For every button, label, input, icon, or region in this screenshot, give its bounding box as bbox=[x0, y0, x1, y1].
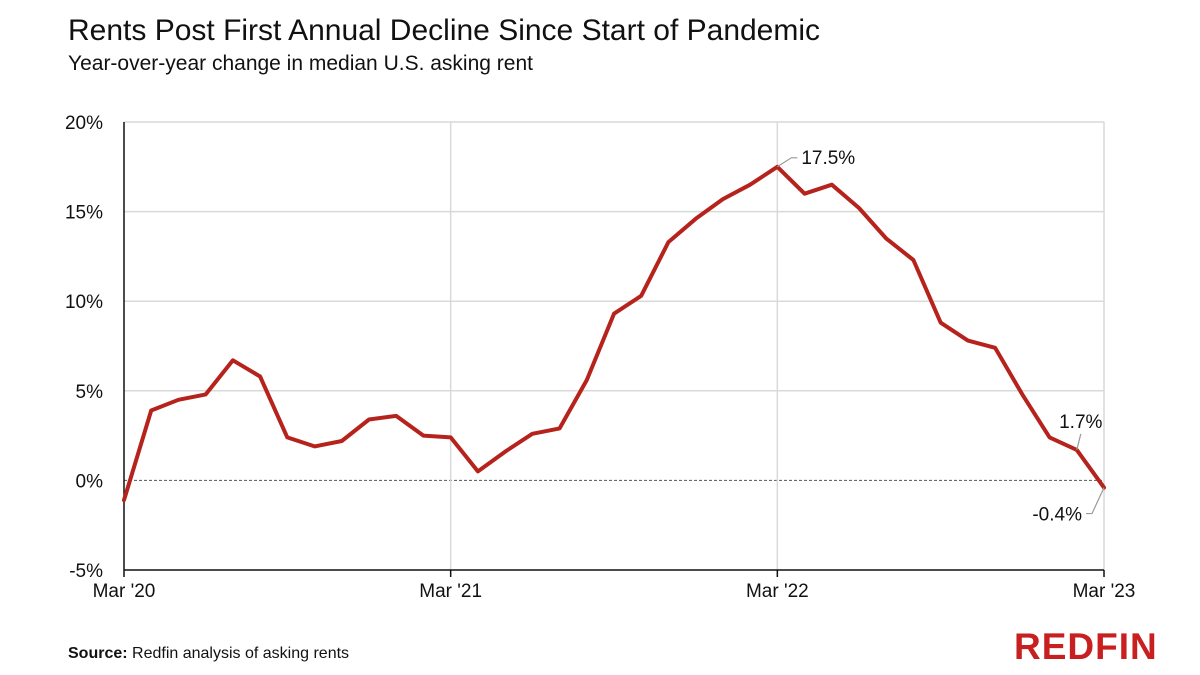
annotation-layer: 17.5% 1.7% -0.4% bbox=[777, 148, 1105, 526]
annotation-label: -0.4% bbox=[1032, 505, 1082, 526]
series-layer bbox=[122, 164, 1106, 503]
y-tick-label: 5% bbox=[76, 382, 104, 403]
y-tick-label: 15% bbox=[65, 203, 103, 224]
redfin-logo: REDFIN bbox=[1014, 626, 1158, 667]
x-tick-label: Mar '22 bbox=[746, 581, 809, 602]
grid-layer bbox=[124, 121, 1105, 570]
x-tick-label: Mar '21 bbox=[419, 581, 482, 602]
source-label: Source: bbox=[68, 645, 128, 662]
y-tick-label: 10% bbox=[65, 292, 103, 313]
x-tick-label: Mar '23 bbox=[1073, 581, 1136, 602]
annotation-leader bbox=[1076, 433, 1082, 451]
annotation-label: 17.5% bbox=[801, 148, 855, 169]
x-tick-label: Mar '20 bbox=[93, 581, 156, 602]
series-line bbox=[122, 164, 1106, 503]
source-text: Redfin analysis of asking rents bbox=[132, 645, 350, 662]
chart-title: Rents Post First Annual Decline Since St… bbox=[68, 14, 821, 47]
annotation-label: 1.7% bbox=[1059, 412, 1102, 433]
y-tick-label: -5% bbox=[69, 561, 103, 582]
source-note: Source: Redfin analysis of asking rents bbox=[68, 645, 349, 663]
axis-layer: -5% 0% 5% 10% 15% 20% Mar '20 Mar '21 Mar '22 Mar… bbox=[65, 113, 1135, 602]
annotation-leader bbox=[777, 157, 798, 168]
annotation-leader bbox=[1086, 487, 1105, 515]
y-tick-label: 20% bbox=[65, 113, 103, 134]
chart-subtitle: Year-over-year change in median U.S. ask… bbox=[68, 52, 533, 75]
y-tick-label: 0% bbox=[76, 471, 104, 492]
